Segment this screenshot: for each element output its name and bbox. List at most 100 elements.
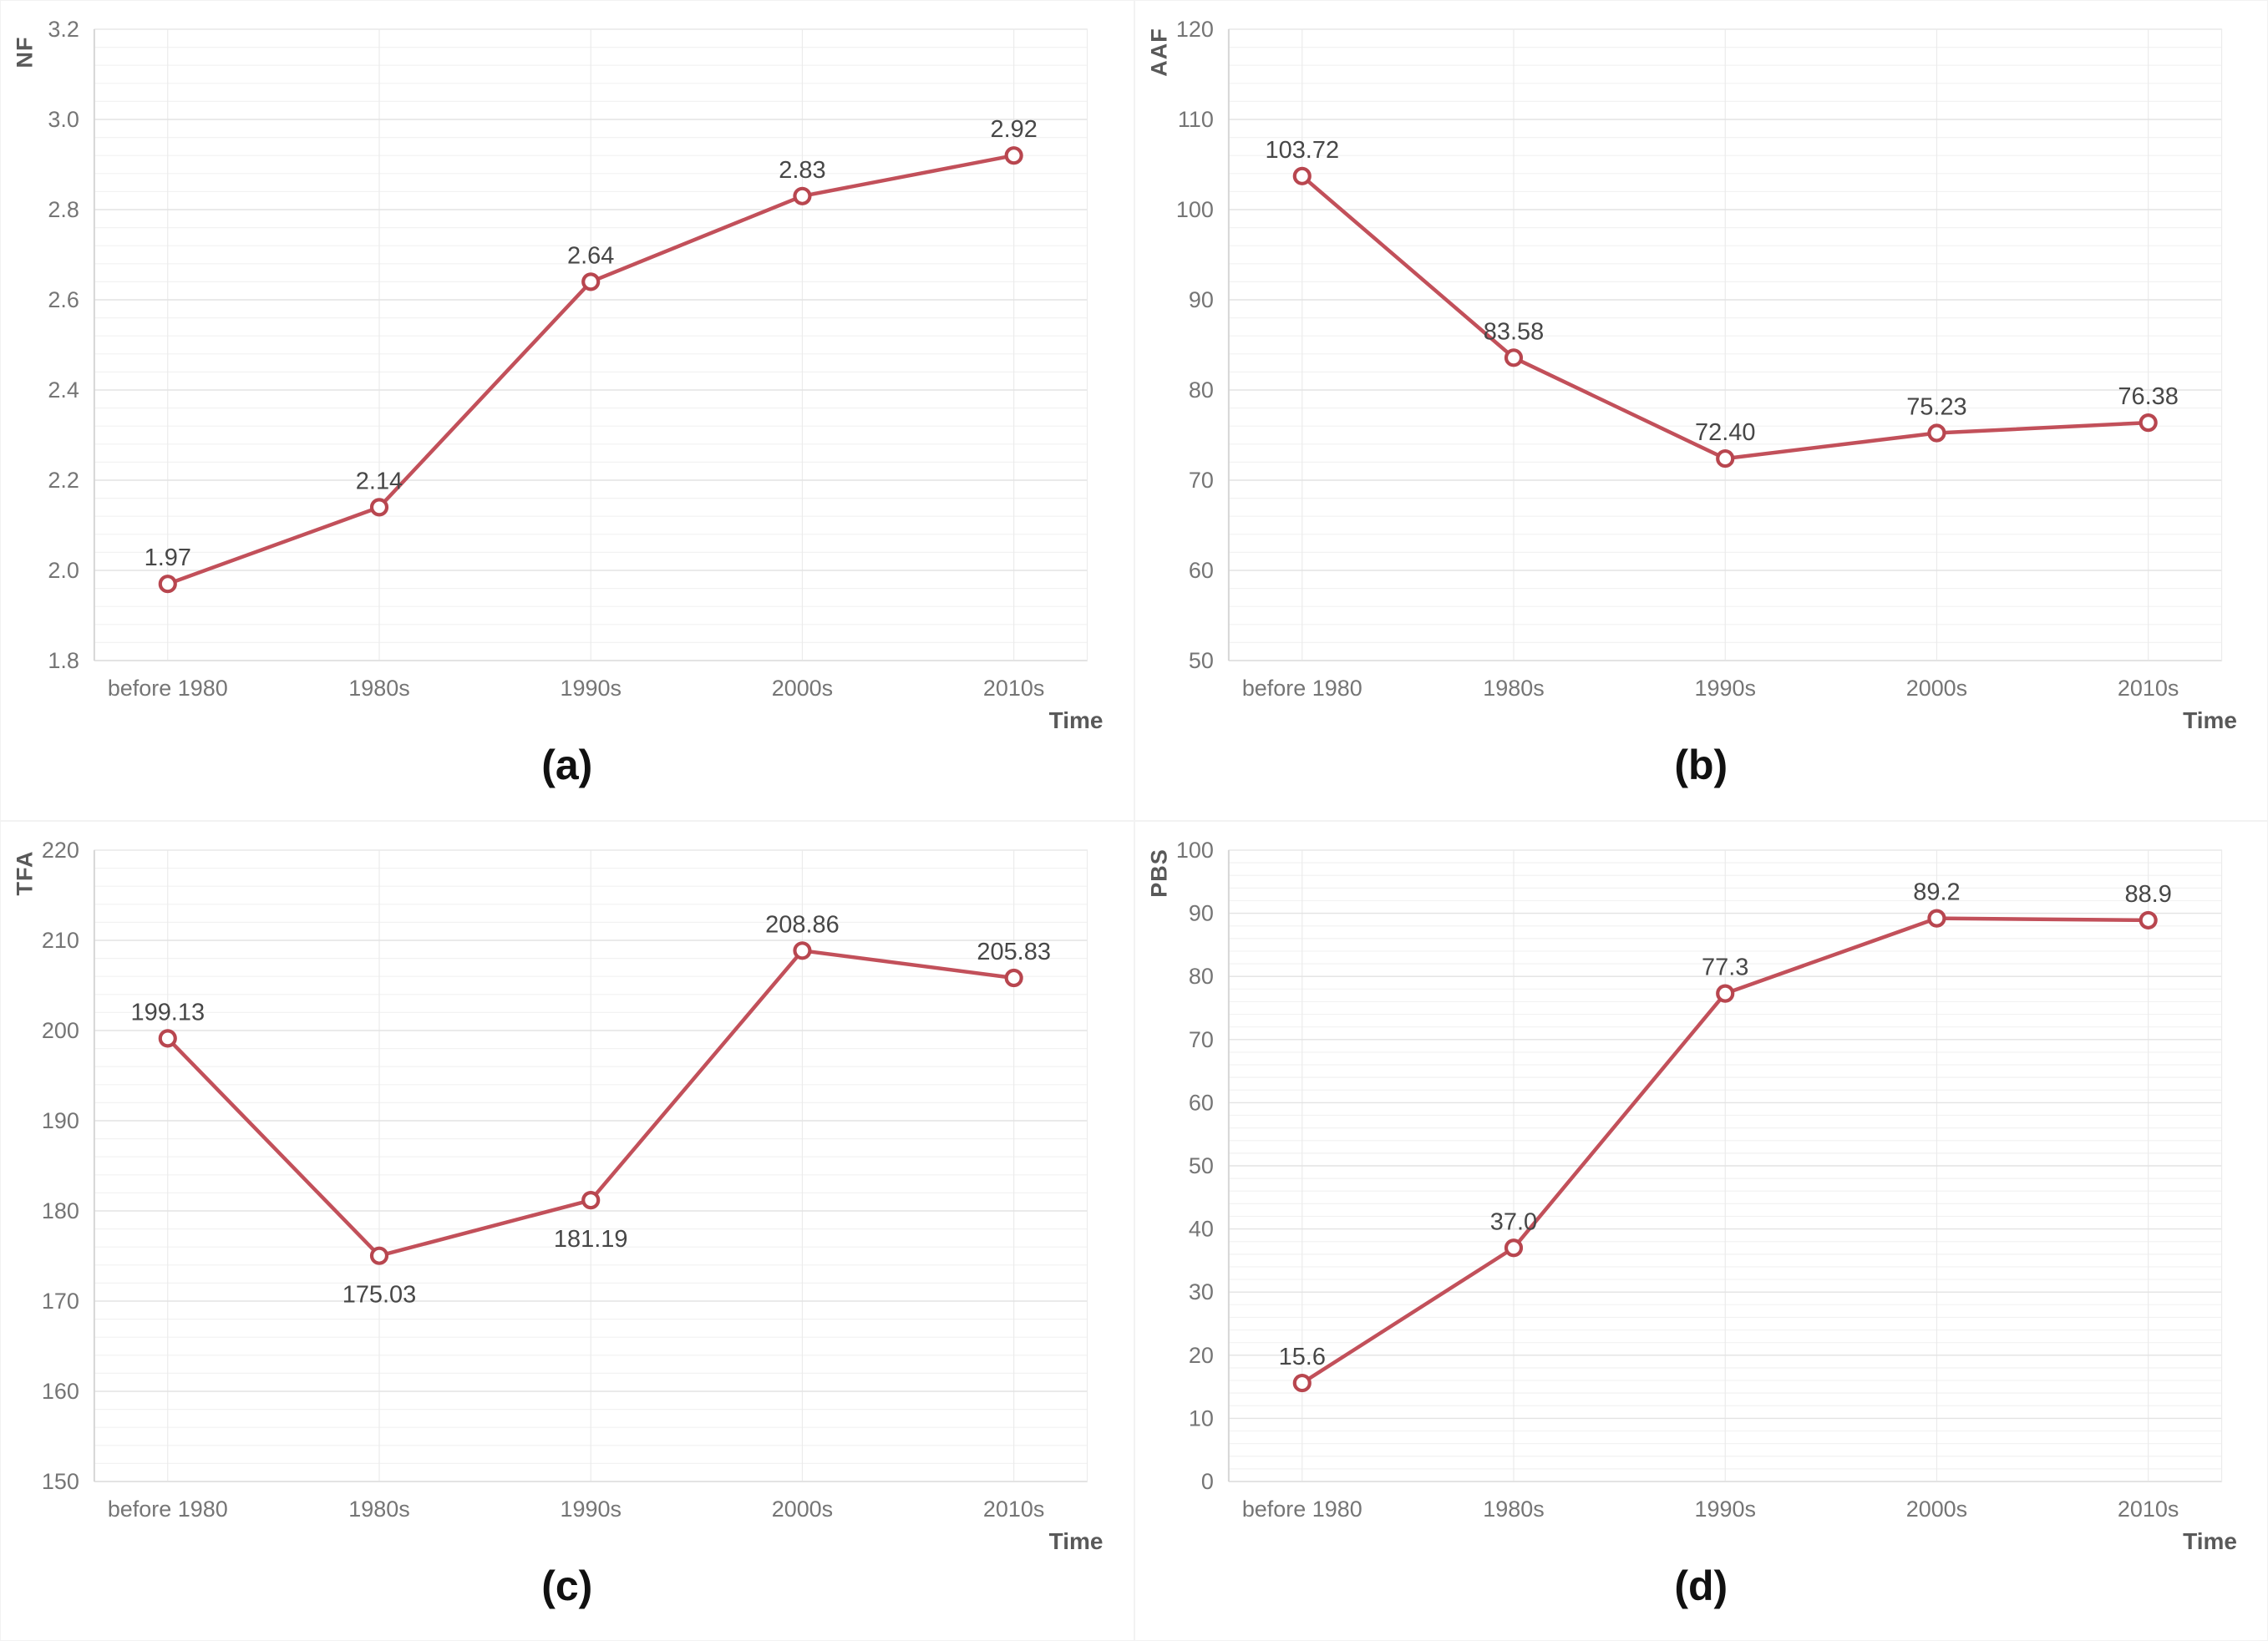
data-point-label: 181.19 — [554, 1226, 628, 1253]
panel-caption-a: (a) — [541, 742, 593, 788]
y-tick-label: 200 — [42, 1017, 79, 1042]
x-tick-label: 2000s — [772, 1496, 833, 1521]
data-point-label: 75.23 — [1906, 394, 1966, 421]
data-point-marker — [1926, 909, 1946, 928]
data-point-marker — [369, 1246, 389, 1265]
x-tick-label: 1990s — [1694, 676, 1755, 701]
data-point-marker — [1004, 968, 1023, 987]
y-tick-label: 70 — [1188, 468, 1213, 493]
y-tick-label: 50 — [1188, 1152, 1213, 1178]
data-point-label: 72.40 — [1694, 419, 1754, 446]
y-tick-label: 180 — [42, 1198, 79, 1223]
y-tick-label: 2.6 — [48, 287, 79, 312]
x-tick-label: 2000s — [1905, 676, 1966, 701]
x-axis-title: Time — [1048, 1527, 1104, 1554]
y-tick-label: 2.8 — [48, 197, 79, 222]
y-tick-label: 2.0 — [48, 558, 79, 583]
x-tick-label: 1980s — [348, 676, 409, 701]
y-axis-title: AAF — [1146, 28, 1171, 77]
y-tick-label: 3.2 — [48, 17, 79, 42]
x-axis-title: Time — [2183, 1527, 2237, 1554]
data-point-marker — [1926, 423, 1946, 443]
data-point-label: 103.72 — [1265, 137, 1339, 164]
y-tick-label: 0 — [1200, 1468, 1213, 1493]
data-point-marker — [2139, 910, 2158, 929]
chart-panel-d: PBS 0 10 20 30 40 50 60 70 80 90 100 before 1980 198… — [1134, 820, 2268, 1641]
panel-caption-d: (d) — [1674, 1562, 1728, 1609]
data-point-label: 37.0 — [1489, 1208, 1536, 1235]
x-tick-label: 1980s — [1483, 676, 1544, 701]
y-tick-label: 20 — [1188, 1342, 1213, 1367]
x-tick-label: 2010s — [2117, 1496, 2178, 1521]
data-point-marker — [158, 1028, 177, 1047]
y-tick-label: 190 — [42, 1107, 79, 1132]
y-tick-label: 110 — [1177, 107, 1213, 132]
data-point-marker — [1504, 348, 1523, 367]
x-tick-label: 1980s — [1483, 1496, 1544, 1521]
chart-panel-c: TFA 150 160 170 180 190 200 210 220 before 1980 1… — [0, 820, 1134, 1641]
data-point-label: 208.86 — [765, 911, 840, 938]
panel-caption-b: (b) — [1674, 742, 1728, 788]
line-chart-b: 50 60 70 80 90 100 110 120 before 1980 1980s 1990s… — [1175, 17, 2222, 701]
data-point-marker — [1292, 1373, 1312, 1392]
data-point-label: 2.64 — [567, 242, 614, 269]
chart-panel-a: NF 1.8 2.0 2.2 2.4 2.6 2.8 3.0 3.2 before 1980 19… — [0, 0, 1134, 821]
x-tick-label: 2010s — [983, 1496, 1044, 1521]
y-tick-label: 160 — [42, 1378, 79, 1403]
y-tick-label: 80 — [1188, 964, 1213, 989]
data-point-label: 77.3 — [1702, 954, 1748, 980]
x-tick-label: 2010s — [2117, 676, 2178, 701]
data-point-marker — [1504, 1238, 1523, 1257]
x-axis-title: Time — [2183, 707, 2237, 733]
x-tick-label: before 1980 — [1241, 676, 1362, 701]
y-tick-label: 60 — [1188, 558, 1213, 583]
data-point-marker — [1715, 984, 1734, 1003]
y-tick-label: 3.0 — [48, 107, 79, 132]
x-tick-label: 1990s — [560, 1496, 621, 1521]
y-tick-label: 170 — [42, 1288, 79, 1313]
data-point-label: 89.2 — [1913, 879, 1960, 905]
data-point-marker — [1004, 146, 1023, 165]
y-tick-label: 1.8 — [48, 648, 79, 673]
data-point-label: 1.97 — [145, 544, 191, 571]
data-point-label: 76.38 — [2118, 383, 2178, 410]
y-tick-label: 90 — [1188, 287, 1213, 312]
data-point-marker — [369, 498, 389, 517]
data-point-marker — [2139, 413, 2158, 433]
data-point-label: 199.13 — [130, 999, 205, 1026]
x-tick-label: before 1980 — [1241, 1496, 1362, 1521]
data-point-label: 175.03 — [342, 1281, 417, 1308]
x-tick-label: 2000s — [1905, 1496, 1966, 1521]
y-tick-label: 30 — [1188, 1279, 1213, 1304]
y-tick-label: 2.2 — [48, 468, 79, 493]
y-tick-label: 40 — [1188, 1216, 1213, 1241]
data-point-marker — [793, 940, 812, 960]
data-point-label: 205.83 — [977, 939, 1051, 965]
x-tick-label: before 1980 — [108, 676, 228, 701]
data-point-label: 2.14 — [356, 468, 403, 494]
y-tick-label: 100 — [1175, 197, 1213, 222]
x-tick-label: 1990s — [560, 676, 621, 701]
x-tick-label: 2010s — [983, 676, 1044, 701]
y-axis-title: NF — [12, 36, 38, 68]
data-point-label: 2.92 — [990, 116, 1037, 143]
data-point-label: 15.6 — [1278, 1344, 1325, 1370]
x-tick-label: 2000s — [772, 676, 833, 701]
data-point-label: 2.83 — [779, 157, 825, 184]
data-point-marker — [793, 186, 812, 205]
y-tick-label: 2.4 — [48, 377, 79, 403]
y-tick-label: 90 — [1188, 900, 1213, 925]
y-axis-title: PBS — [1146, 848, 1171, 898]
x-tick-label: 1980s — [348, 1496, 409, 1521]
line-chart-d: 0 10 20 30 40 50 60 70 80 90 100 before 1980 1980s 19… — [1175, 837, 2222, 1522]
chart-panel-b: AAF 50 60 70 80 90 100 110 120 before 1980 1980s 1… — [1134, 0, 2268, 821]
y-tick-label: 60 — [1188, 1090, 1213, 1115]
y-tick-label: 150 — [42, 1468, 79, 1493]
y-tick-label: 120 — [1175, 17, 1213, 42]
data-point-label: 83.58 — [1483, 318, 1543, 345]
data-point-marker — [581, 272, 601, 291]
y-tick-label: 50 — [1188, 648, 1213, 673]
y-tick-label: 80 — [1188, 377, 1213, 403]
x-tick-label: before 1980 — [108, 1496, 228, 1521]
